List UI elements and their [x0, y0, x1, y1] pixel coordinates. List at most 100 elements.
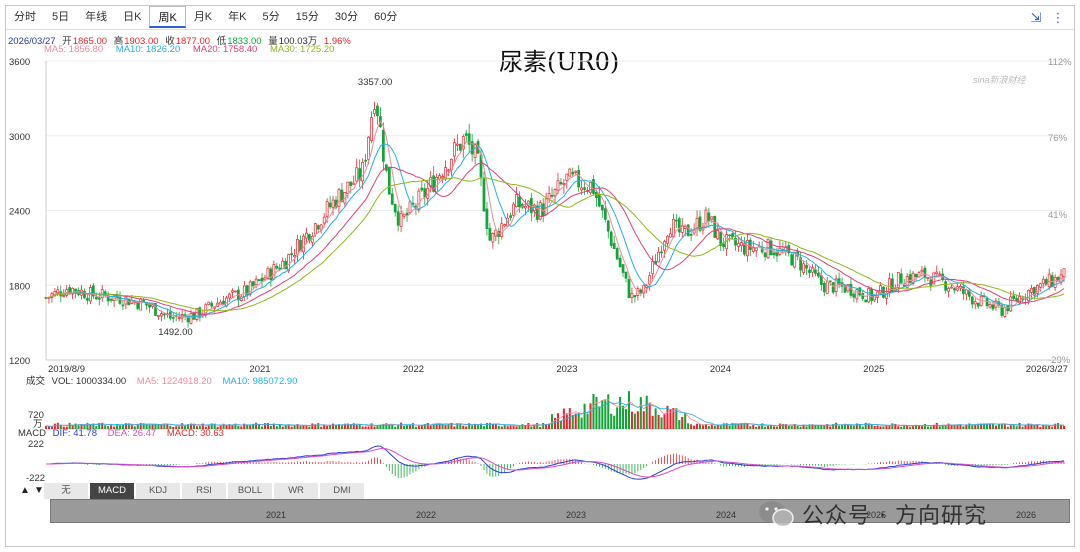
range-navigator[interactable]: 2021 2022 2023 2024 2025 2026: [50, 499, 1070, 523]
volume-bar: [983, 423, 986, 429]
volume-bar: [113, 426, 116, 429]
indicator-tab-macd[interactable]: MACD: [90, 483, 134, 499]
collapse-icon[interactable]: ⇲: [1030, 10, 1042, 25]
period-tabs: 分时 5日 年线 日K 周K 月K 年K 5分 15分 30分 60分: [6, 6, 405, 30]
tab-9[interactable]: 30分: [334, 11, 359, 23]
indicator-tab-rsi[interactable]: RSI: [182, 483, 226, 499]
candle-body: [568, 168, 572, 177]
volume-bar: [382, 423, 385, 429]
volume-bar: [465, 426, 468, 429]
candle-body: [775, 252, 779, 257]
volume-bar: [133, 426, 136, 429]
candle-body: [234, 290, 237, 293]
candle-body: [260, 277, 264, 282]
ma30-value: MA30: 1725.20: [269, 44, 335, 55]
volume-bar: [207, 424, 210, 429]
candle-body: [518, 196, 521, 208]
volume-bar: [633, 413, 636, 429]
candle-body: [538, 202, 542, 220]
candle-body: [162, 313, 166, 316]
candle-body: [819, 275, 823, 285]
candle-body: [710, 216, 714, 220]
candle-body: [139, 298, 143, 311]
tab-3[interactable]: 日K: [123, 11, 142, 23]
candle-body: [94, 296, 98, 300]
candle-body: [600, 204, 604, 211]
volume-bar: [929, 426, 932, 429]
chart-canvas[interactable]: 36003000240018001200112%76%41%-29%2019/8…: [6, 6, 1074, 484]
candle-body: [97, 297, 101, 300]
volume-bar: [802, 424, 805, 429]
volume-bar: [441, 423, 444, 429]
candle-body: [151, 304, 154, 307]
volume-bar: [772, 426, 776, 429]
volume-bar: [494, 423, 497, 429]
volume-bar: [790, 426, 793, 429]
candle-body: [612, 243, 616, 250]
tab-1[interactable]: 5日: [52, 11, 70, 23]
candle-body: [825, 281, 829, 294]
indicator-tab-boll[interactable]: BOLL: [228, 483, 272, 499]
macd-dif: DIF: 41.78: [52, 428, 97, 439]
volume-bar: [80, 424, 83, 429]
candle-body: [447, 169, 450, 172]
indicator-tab-dmi[interactable]: DMI: [320, 483, 364, 499]
volume-bar: [648, 402, 651, 429]
volume-bar: [861, 426, 864, 429]
candle-body: [808, 269, 811, 273]
next-indicator-arrow[interactable]: ▼: [34, 485, 44, 496]
volume-bar: [651, 415, 654, 429]
tab-6[interactable]: 年K: [228, 11, 247, 23]
volume-bar: [515, 426, 518, 429]
candle-body: [743, 242, 746, 255]
y-tick-label: 1800: [9, 281, 30, 292]
volume-bar: [104, 425, 107, 429]
volume-bar: [767, 425, 770, 429]
volume-bar: [935, 422, 938, 429]
candle-body: [799, 257, 803, 271]
volume-bar: [598, 406, 601, 429]
candle-body: [455, 143, 459, 146]
volume-bar: [678, 420, 681, 429]
volume-bar: [639, 397, 642, 429]
candle-body: [251, 281, 255, 287]
candle-body: [624, 271, 628, 279]
indicator-tab-wr[interactable]: WR: [274, 483, 318, 499]
volume-bar: [355, 424, 358, 429]
volume-bar: [553, 417, 557, 429]
volume-bar: [503, 425, 506, 429]
volume-bar: [991, 423, 995, 429]
volume-bar: [376, 425, 379, 429]
volume-info: 成交 VOL: 1000334.00 MA5: 1224918.20 MA10:…: [26, 373, 301, 387]
volume-bar: [784, 424, 787, 429]
candle-body: [846, 284, 850, 292]
candle-body: [953, 288, 956, 291]
candle-body: [210, 302, 214, 307]
vol-ma10: MA10: 985072.90: [222, 376, 298, 387]
volume-bar: [299, 425, 302, 429]
volume-bar: [373, 426, 376, 429]
indicator-tab-kdj[interactable]: KDJ: [136, 483, 180, 499]
candle-body: [707, 212, 711, 222]
volume-bar: [627, 391, 631, 429]
candle-body: [1027, 289, 1030, 301]
volume-bar: [411, 423, 414, 429]
volume-bar: [731, 422, 734, 429]
indicator-tab-无[interactable]: 无: [44, 483, 88, 499]
tab-7[interactable]: 5分: [262, 11, 280, 23]
volume-bar: [198, 426, 201, 429]
volume-bar: [47, 426, 50, 429]
candle-body: [322, 216, 326, 224]
volume-bar: [74, 423, 77, 429]
tab-10[interactable]: 60分: [374, 11, 398, 23]
volume-bar: [172, 426, 175, 429]
settings-icon[interactable]: ⋮: [1051, 10, 1065, 25]
candle-body: [405, 212, 409, 216]
tab-8[interactable]: 15分: [295, 11, 319, 23]
tab-2[interactable]: 年线: [85, 11, 108, 23]
prev-indicator-arrow[interactable]: ▲: [20, 485, 30, 496]
tab-4[interactable]: 周K: [149, 6, 186, 28]
volume-bar: [175, 426, 178, 429]
tab-5[interactable]: 月K: [193, 11, 213, 23]
tab-0[interactable]: 分时: [14, 11, 36, 23]
